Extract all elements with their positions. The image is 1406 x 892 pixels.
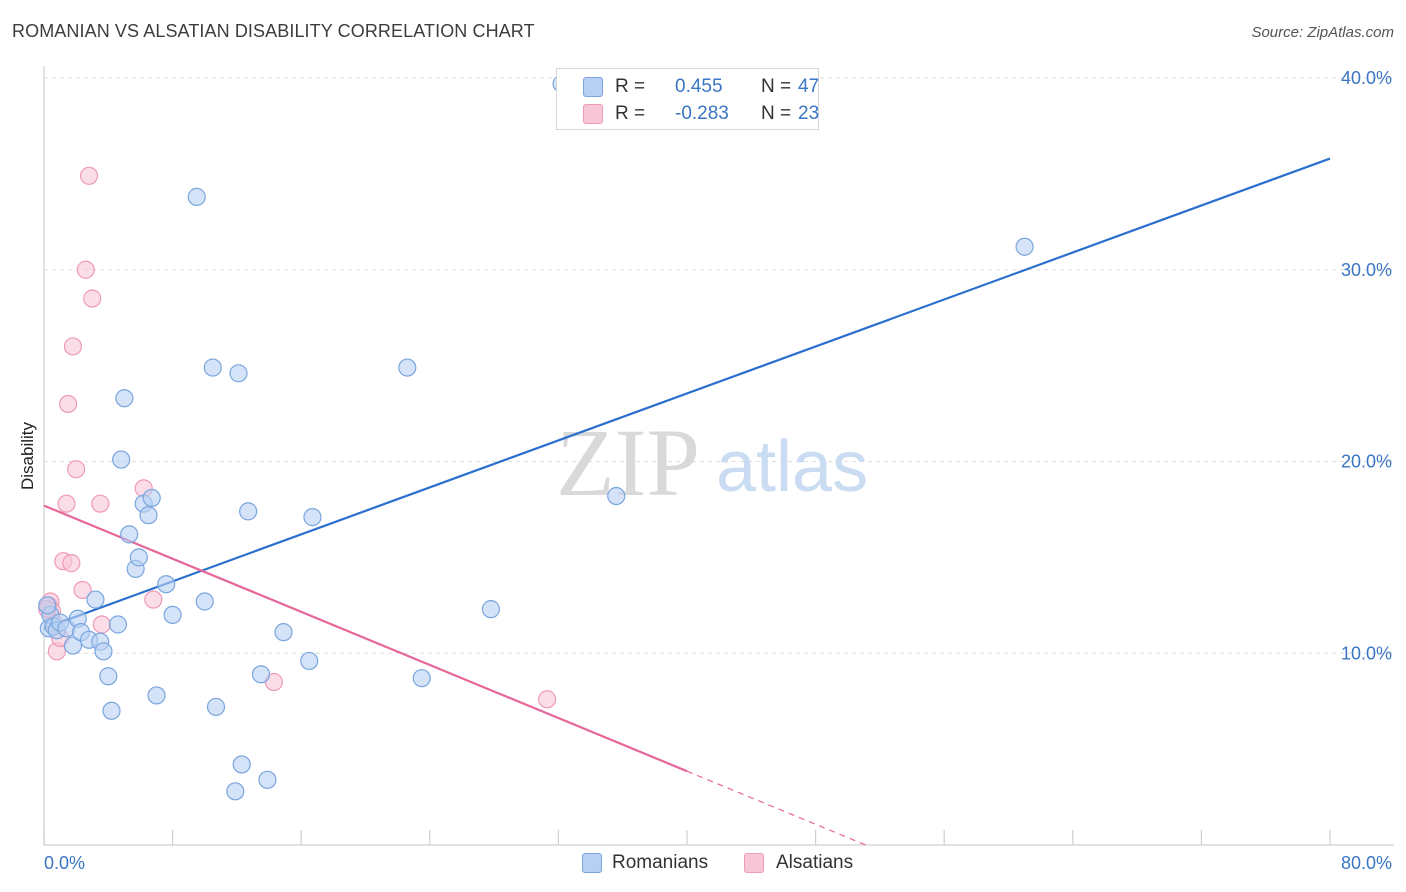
alsatians-point <box>67 460 86 479</box>
grid-layer <box>44 77 1394 654</box>
trend-layer <box>43 157 1331 846</box>
y-tick-label: 10.0% <box>1341 643 1392 663</box>
romanians-point <box>481 600 500 619</box>
legend-swatch-romanians <box>583 77 603 97</box>
romanians-point <box>239 502 258 521</box>
legend-r-value: 0.455 <box>675 76 723 97</box>
romanians-point <box>195 592 214 611</box>
romanians-point <box>115 389 134 408</box>
legend-swatch-alsatians <box>583 104 603 124</box>
romanians-point <box>120 525 139 544</box>
alsatians-point <box>73 580 92 600</box>
bottom-legend-swatch-alsatians <box>744 853 764 873</box>
tick-label-layer: 10.0% 20.0% 30.0% 40.0% 0.0% 80.0% <box>44 68 1392 873</box>
y-axis-label: Disability <box>18 421 37 491</box>
romanians-point <box>206 697 226 717</box>
alsatians-point <box>63 337 83 356</box>
romanians-point <box>607 486 626 506</box>
romanians-point <box>163 605 182 625</box>
romanians-point <box>139 506 158 525</box>
romanians-trend-line <box>43 157 1331 630</box>
romanians-point <box>398 358 417 377</box>
bottom-legend-label-alsatians: Alsatians <box>776 852 854 873</box>
alsatians-trend-line <box>43 504 688 773</box>
legend-n-label: N = <box>761 76 792 97</box>
romanians-point <box>187 187 206 206</box>
romanians-point <box>99 667 118 686</box>
alsatians-point <box>92 615 111 634</box>
romanians-point <box>232 755 251 774</box>
watermark-zip: ZIP <box>556 409 700 516</box>
chart-title: ROMANIAN VS ALSATIAN DISABILITY CORRELAT… <box>12 21 535 41</box>
alsatians-point <box>91 494 110 513</box>
alsatians-point <box>62 554 81 573</box>
correlation-legend: R = 0.455 N = 47 R = -0.283 N = 23 <box>556 68 819 130</box>
legend-n-value: 23 <box>798 103 820 124</box>
romanians-point <box>300 651 319 671</box>
alsatians-point <box>79 166 99 185</box>
axis-layer <box>43 66 1394 846</box>
alsatians-point <box>57 494 76 513</box>
romanians-point <box>412 669 431 688</box>
points-layer <box>38 74 1034 801</box>
romanians-point <box>86 590 105 609</box>
romanians-point <box>38 596 57 615</box>
y-tick-label: 30.0% <box>1341 260 1392 280</box>
romanians-point <box>226 782 245 801</box>
legend-n-label: N = <box>761 103 792 124</box>
legend-r-label: R = <box>615 76 646 97</box>
romanians-point <box>303 508 322 527</box>
watermark: ZIP atlas <box>556 409 868 516</box>
romanians-point <box>147 686 166 705</box>
romanians-point <box>274 623 293 642</box>
romanians-point <box>157 575 176 594</box>
romanians-point <box>1015 237 1034 256</box>
romanians-point <box>102 701 121 720</box>
y-tick-label: 20.0% <box>1341 452 1392 472</box>
bottom-legend-label-romanians: Romanians <box>612 852 709 873</box>
romanians-point <box>129 548 148 567</box>
romanians-point <box>63 636 83 655</box>
alsatians-point <box>59 394 78 414</box>
legend-r-label: R = <box>615 103 646 124</box>
romanians-point <box>94 642 113 661</box>
romanians-point <box>229 364 248 383</box>
legend-n-value: 47 <box>798 76 820 97</box>
alsatians-point <box>144 590 163 609</box>
source-label: Source: ZipAtlas.com <box>1251 24 1394 41</box>
romanians-point <box>251 665 271 684</box>
romanians-point <box>112 450 131 469</box>
y-tick-label: 40.0% <box>1341 68 1392 88</box>
x-tick-label: 80.0% <box>1341 853 1392 873</box>
watermark-atlas: atlas <box>716 427 868 507</box>
alsatians-point <box>76 260 95 279</box>
bottom-legend-swatch-romanians <box>582 853 602 873</box>
romanians-point <box>258 770 277 789</box>
legend-r-value: -0.283 <box>675 103 729 124</box>
alsatians-trend-extension <box>686 770 866 846</box>
romanians-point <box>142 488 161 508</box>
alsatians-point <box>83 289 102 308</box>
x-tick-label: 0.0% <box>44 853 85 873</box>
alsatians-point <box>538 690 557 709</box>
romanians-point <box>203 358 222 377</box>
romanians-point <box>108 615 128 634</box>
